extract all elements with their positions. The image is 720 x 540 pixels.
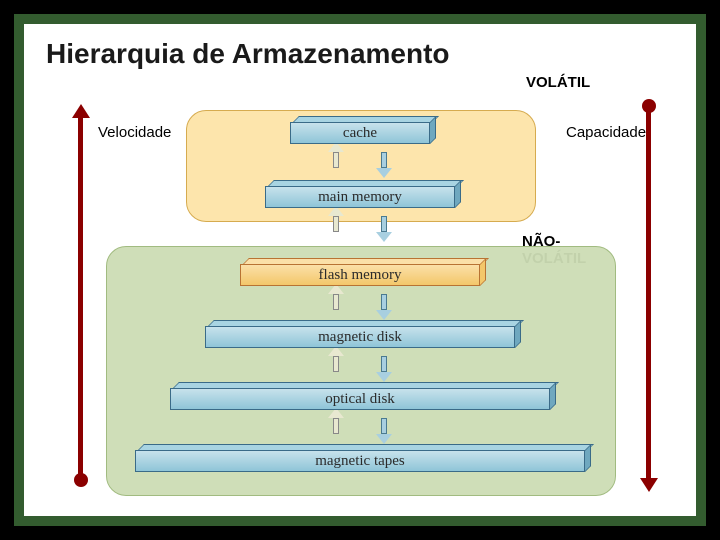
layer-flash-memory: flash memory (240, 264, 480, 286)
flow-arrow-down (378, 350, 390, 378)
layer-main-memory: main memory (265, 186, 455, 208)
flow-arrow-up (330, 210, 342, 238)
layer-label: magnetic tapes (135, 450, 585, 472)
flow-arrow-up (330, 288, 342, 316)
flow-arrow-up (330, 412, 342, 440)
layer-label: flash memory (240, 264, 480, 286)
slide-frame: Hierarquia de Armazenamento VOLÁTIL NÃO-… (14, 14, 706, 526)
layer-magnetic-disk: magnetic disk (205, 326, 515, 348)
flow-arrow-up (330, 146, 342, 174)
layer-cache: cache (290, 122, 430, 144)
hierarchy-layers: cache main memory flash memory magnetic dis… (24, 24, 696, 516)
flow-arrow-down (378, 288, 390, 316)
layer-label: magnetic disk (205, 326, 515, 348)
flow-arrow-down (378, 146, 390, 174)
layer-label: main memory (265, 186, 455, 208)
flow-arrow-up (330, 350, 342, 378)
flow-arrow-down (378, 412, 390, 440)
layer-label: cache (290, 122, 430, 144)
flow-arrow-down (378, 210, 390, 238)
layer-optical-disk: optical disk (170, 388, 550, 410)
layer-label: optical disk (170, 388, 550, 410)
layer-magnetic-tapes: magnetic tapes (135, 450, 585, 472)
